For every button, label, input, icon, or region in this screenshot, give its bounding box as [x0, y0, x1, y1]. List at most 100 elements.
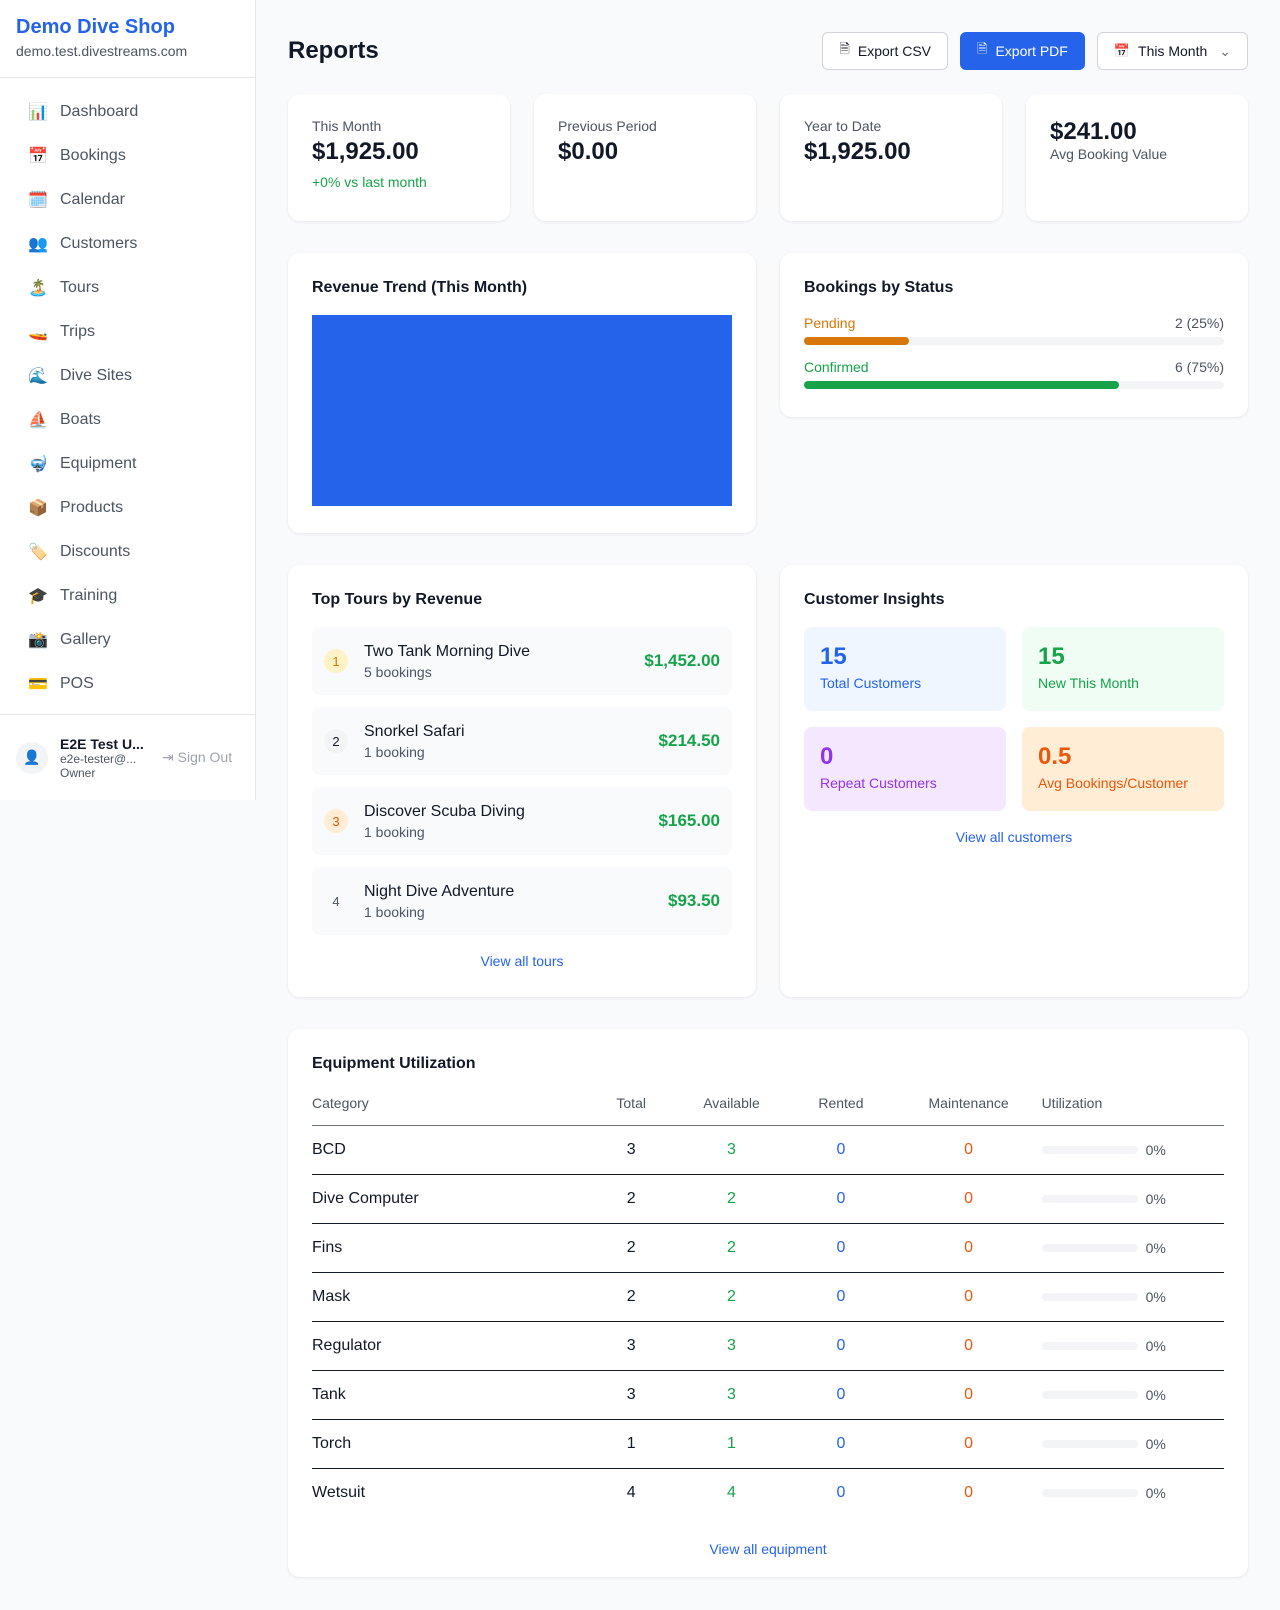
sidebar-nav: 📊 Dashboard 📅 Bookings 🗓️ Calendar 👥 Customers 🏝… — [0, 78, 255, 718]
utilization-bar — [1041, 1194, 1138, 1203]
training-icon: 🎓 — [28, 588, 48, 605]
sidebar-item-label: Tours — [60, 279, 100, 296]
stat-previous-period: Previous Period $0.00 — [534, 94, 756, 221]
sidebar-item-boats[interactable]: ⛵ Boats — [0, 398, 255, 442]
shop-domain: demo.test.divestreams.com — [16, 43, 188, 59]
status-label: Confirmed — [804, 359, 869, 375]
tour-item[interactable]: 4 Night Dive Adventure 1 booking $93.50 — [312, 867, 732, 935]
utilization-value: 0% — [1145, 1239, 1166, 1256]
file-download-icon: 🗎 — [977, 41, 988, 56]
sidebar-item-tours[interactable]: 🏝️ Tours — [0, 266, 255, 310]
cell-available: 2 — [676, 1174, 787, 1224]
table-row: BCD 3 3 0 0 0% — [312, 1125, 1224, 1175]
period-value: This Month — [1138, 43, 1208, 59]
user-name: E2E Test U... — [60, 735, 144, 752]
sidebar-item-calendar[interactable]: 🗓️ Calendar — [0, 178, 255, 222]
shop-name[interactable]: Demo Dive Shop — [16, 16, 175, 38]
export-csv-button[interactable]: 🗎 Export CSV — [822, 32, 949, 70]
tour-bookings: 1 booking — [364, 903, 425, 920]
utilization-bar — [1041, 1243, 1138, 1252]
cell-maintenance: 0 — [895, 1272, 1042, 1322]
cell-category: Mask — [312, 1272, 586, 1322]
insight-value: 15 — [820, 643, 847, 670]
status-label: Pending — [804, 315, 856, 331]
tour-item[interactable]: 2 Snorkel Safari 1 booking $214.50 — [312, 707, 732, 775]
status-confirmed: Confirmed 6 (75%) — [804, 359, 1224, 389]
column-header-total: Total — [585, 1081, 677, 1126]
sidebar-item-trips[interactable]: 🚤 Trips — [0, 310, 255, 354]
sidebar-item-products[interactable]: 📦 Products — [0, 486, 255, 530]
discounts-icon: 🏷️ — [28, 544, 48, 561]
cell-rented: 0 — [786, 1419, 896, 1469]
utilization-value: 0% — [1145, 1484, 1166, 1501]
sidebar-item-label: Boats — [60, 411, 101, 428]
export-pdf-button[interactable]: 🗎 Export PDF — [960, 32, 1085, 70]
sign-out-button[interactable]: ⇥ Sign Out — [162, 749, 232, 766]
utilization-bar — [1041, 1145, 1138, 1154]
sidebar-item-dive-sites[interactable]: 🌊 Dive Sites — [0, 354, 255, 398]
sidebar-item-customers[interactable]: 👥 Customers — [0, 222, 255, 266]
cell-available: 4 — [727, 1483, 736, 1501]
cell-available: 3 — [676, 1370, 787, 1420]
cell-maintenance: 0 — [895, 1370, 1042, 1420]
top-tours-card: Top Tours by Revenue 1 Two Tank Morning D… — [288, 565, 756, 997]
cell-maintenance: 0 — [895, 1174, 1042, 1224]
view-all-tours-link[interactable]: View all tours — [480, 953, 564, 969]
view-all-equipment-link[interactable]: View all equipment — [709, 1541, 827, 1557]
status-track — [804, 337, 1224, 345]
insight-label: Avg Bookings/Customer — [1038, 775, 1188, 791]
rank-badge: 4 — [332, 893, 340, 909]
brand: Demo Dive Shop demo.test.divestreams.com — [0, 0, 255, 78]
utilization-bar — [1041, 1390, 1138, 1399]
cell-category: Torch — [312, 1419, 586, 1469]
column-header-maintenance: Maintenance — [895, 1081, 1042, 1126]
sidebar-item-pos[interactable]: 💳 POS — [0, 662, 255, 706]
sidebar-item-training[interactable]: 🎓 Training — [0, 574, 255, 618]
utilization-bar — [1041, 1292, 1138, 1301]
tour-name: Discover Scuba Diving — [364, 802, 525, 820]
view-all-customers-link[interactable]: View all customers — [955, 829, 1073, 845]
insight-value: 15 — [1038, 643, 1065, 670]
trips-icon: 🚤 — [28, 324, 48, 341]
sidebar-item-dashboard[interactable]: 📊 Dashboard — [0, 90, 255, 134]
cell-maintenance: 0 — [895, 1419, 1042, 1469]
sidebar-item-label: Dashboard — [60, 103, 139, 120]
chevron-down-icon: ⌄ — [1219, 42, 1231, 59]
sidebar-item-bookings[interactable]: 📅 Bookings — [0, 134, 255, 178]
sidebar-item-equipment[interactable]: 🤿 Equipment — [0, 442, 255, 486]
cell-available: 1 — [676, 1419, 787, 1469]
sign-out-label: Sign Out — [177, 749, 233, 765]
bookings-status-card: Bookings by Status Pending 2 (25%) Confirm… — [780, 253, 1248, 417]
insight-value: 0 — [820, 743, 834, 770]
export-pdf-label: Export PDF — [995, 43, 1068, 59]
cell-maintenance: 0 — [895, 1321, 1042, 1371]
cell-total: 2 — [585, 1223, 677, 1273]
card-title: Revenue Trend (This Month) — [312, 279, 528, 296]
sidebar-item-discounts[interactable]: 🏷️ Discounts — [0, 530, 255, 574]
boats-icon: ⛵ — [28, 412, 48, 429]
period-select[interactable]: 📅 This Month ⌄ — [1096, 32, 1248, 70]
cell-category: BCD — [312, 1125, 586, 1175]
tour-bookings: 1 booking — [364, 743, 425, 760]
status-bar — [804, 337, 909, 345]
stat-change: +0% vs last month — [312, 174, 427, 190]
sidebar-item-label: Products — [60, 499, 124, 516]
user-role: Owner — [60, 765, 96, 780]
cell-total: 3 — [585, 1321, 677, 1371]
sidebar-item-gallery[interactable]: 📸 Gallery — [0, 618, 255, 662]
tour-revenue: $93.50 — [668, 891, 720, 910]
status-track — [804, 381, 1224, 389]
status-bar — [804, 381, 1119, 389]
stat-label: Avg Booking Value — [1050, 146, 1168, 162]
table-row: Regulator 3 3 0 0 0% — [312, 1321, 1224, 1371]
cell-total: 4 — [626, 1483, 636, 1501]
insight-label: Total Customers — [820, 675, 922, 691]
cell-category: Dive Computer — [312, 1174, 586, 1224]
utilization-value: 0% — [1145, 1141, 1166, 1158]
tour-item[interactable]: 3 Discover Scuba Diving 1 booking $165.00 — [312, 787, 732, 855]
tour-item[interactable]: 1 Two Tank Morning Dive 5 bookings $1,452.0… — [312, 627, 732, 695]
calendar-icon: 📅 — [1113, 43, 1131, 58]
status-pending: Pending 2 (25%) — [804, 315, 1224, 345]
table-row: Fins 2 2 0 0 0% — [312, 1223, 1224, 1273]
equipment-icon: 🤿 — [28, 456, 48, 473]
